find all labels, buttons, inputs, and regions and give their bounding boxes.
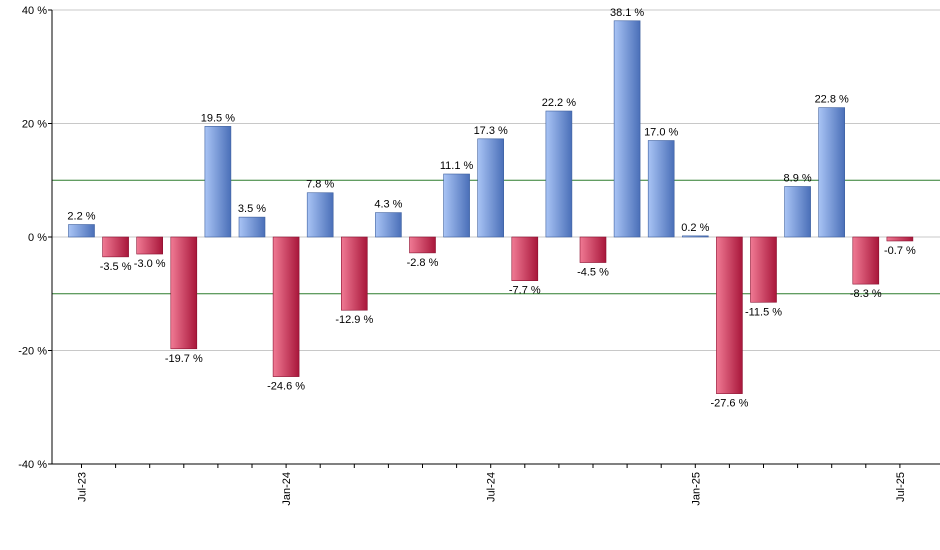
bar-Sep-24 [545, 110, 573, 238]
bar-Oct-23 [170, 236, 198, 350]
data-label-Jun-24: 11.1 % [440, 160, 474, 172]
bar-Nov-23 [204, 126, 232, 238]
data-label-May-24: -2.8 % [407, 257, 439, 269]
y-tick-label: -40 % [18, 459, 47, 471]
bar-Aug-24 [511, 236, 539, 281]
bar-Oct-24 [579, 236, 607, 263]
bar-Jun-25 [852, 236, 880, 285]
data-label-Apr-25: 8.9 % [784, 172, 812, 184]
data-label-Jan-25: 0.2 % [681, 222, 709, 234]
data-label-Dec-23: 3.5 % [238, 203, 266, 215]
x-tick-label: Jul-24 [486, 472, 498, 502]
y-tick-label: 0 % [28, 232, 47, 244]
data-label-Jun-25: -8.3 % [850, 288, 882, 300]
x-tick-label: Jan-24 [281, 472, 293, 506]
axes: 40 % 20 % 0 % -20 % -40 % Jul-23 Jan-24 Jul-24 J… [18, 5, 940, 506]
data-label-Jul-25: -0.7 % [884, 245, 916, 257]
data-label-Mar-24: -12.9 % [335, 314, 373, 326]
data-label-Sep-24: 22.2 % [542, 97, 576, 109]
data-label-Aug-24: -7.7 % [509, 285, 541, 297]
bar-Mar-25 [750, 236, 777, 303]
y-tick-label: 20 % [22, 119, 47, 131]
bar-Nov-24 [613, 20, 641, 238]
data-label-Feb-24: 7.8 % [306, 179, 334, 191]
data-label-Sep-23: -3.0 % [134, 258, 166, 270]
bar-Mar-24 [340, 236, 368, 311]
bar-Feb-24 [306, 192, 334, 238]
bar-Feb-25 [716, 236, 743, 394]
bar-Jul-25 [886, 236, 914, 242]
bar-Sep-23 [136, 236, 163, 255]
x-tick-label: Jul-25 [895, 472, 907, 502]
data-label-Dec-24: 17.0 % [644, 127, 678, 139]
bar-Dec-23 [238, 216, 266, 238]
x-tick-label: Jul-23 [77, 472, 89, 502]
data-label-Oct-23: -19.7 % [165, 353, 203, 365]
data-label-Feb-25: -27.6 % [710, 398, 748, 410]
y-tick-label: -20 % [18, 346, 47, 358]
data-labels: 2.2 % -3.5 % -3.0 % -19.7 % 19.5 % 3.5 % -24.6… [67, 7, 916, 410]
data-label-Aug-23: -3.5 % [100, 261, 132, 273]
bar-May-24 [409, 236, 436, 254]
bar-May-25 [818, 107, 846, 238]
data-label-Jan-24: -24.6 % [267, 381, 305, 393]
bar-Jun-24 [443, 173, 470, 238]
bar-Apr-24 [375, 212, 402, 238]
data-label-Oct-24: -4.5 % [577, 267, 609, 279]
bar-Jan-24 [272, 236, 300, 377]
data-label-Jul-24: 17.3 % [474, 125, 508, 137]
bar-Apr-25 [784, 186, 811, 238]
bar-Aug-23 [102, 236, 129, 258]
bar-Jul-24 [477, 138, 505, 238]
bar-Jul-23 [68, 224, 95, 238]
data-label-Jul-23: 2.2 % [67, 211, 95, 223]
x-tick-label: Jan-25 [690, 472, 702, 506]
data-label-Apr-24: 4.3 % [374, 199, 402, 211]
data-label-Mar-25: -11.5 % [745, 306, 782, 318]
data-label-Nov-23: 19.5 % [201, 112, 235, 124]
bar-Dec-24 [647, 140, 675, 238]
bars [68, 20, 914, 394]
bar-Jan-25 [681, 235, 709, 238]
y-tick-label: 40 % [22, 5, 47, 17]
data-label-May-25: 22.8 % [815, 94, 849, 106]
data-label-Nov-24: 38.1 % [610, 7, 644, 19]
